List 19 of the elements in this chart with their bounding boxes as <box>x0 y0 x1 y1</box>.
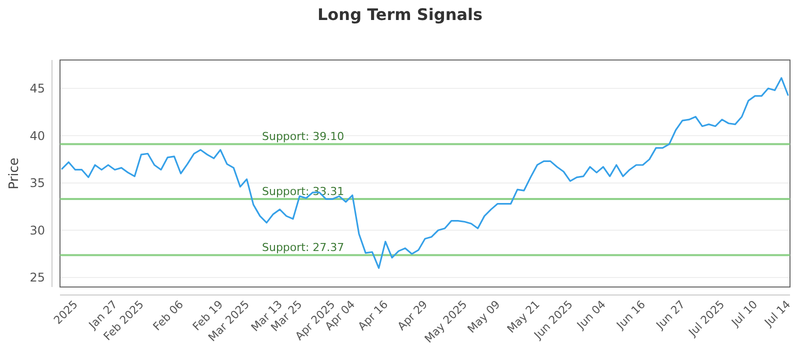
x-tick-label: Jul 14 <box>761 298 794 330</box>
y-tick-label: 30 <box>30 223 45 238</box>
y-tick-label: 45 <box>30 82 45 96</box>
ref-line-label: Support: 33.31 <box>262 184 344 198</box>
x-tick-label: Jun 27 <box>653 298 688 332</box>
y-tick-label: 25 <box>30 270 45 285</box>
ref-line-label: Support: 27.37 <box>262 241 344 254</box>
x-tick-label: Jun 04 <box>574 298 608 332</box>
x-tick-label: Apr 16 <box>355 298 391 333</box>
y-tick-label: 35 <box>30 176 45 190</box>
y-tick-label: 40 <box>30 128 45 143</box>
chart-title: Long Term Signals <box>317 5 483 24</box>
x-tick-label: Apr 29 <box>395 298 430 333</box>
ref-line-label: Support: 39.10 <box>262 130 344 144</box>
line-series <box>61 77 789 269</box>
x-tick-label: Feb 06 <box>150 298 186 334</box>
y-axis-title: Price <box>7 158 22 190</box>
x-tick-label: Jul 10 <box>728 298 760 330</box>
x-tick-label: Jun 16 <box>613 298 648 332</box>
